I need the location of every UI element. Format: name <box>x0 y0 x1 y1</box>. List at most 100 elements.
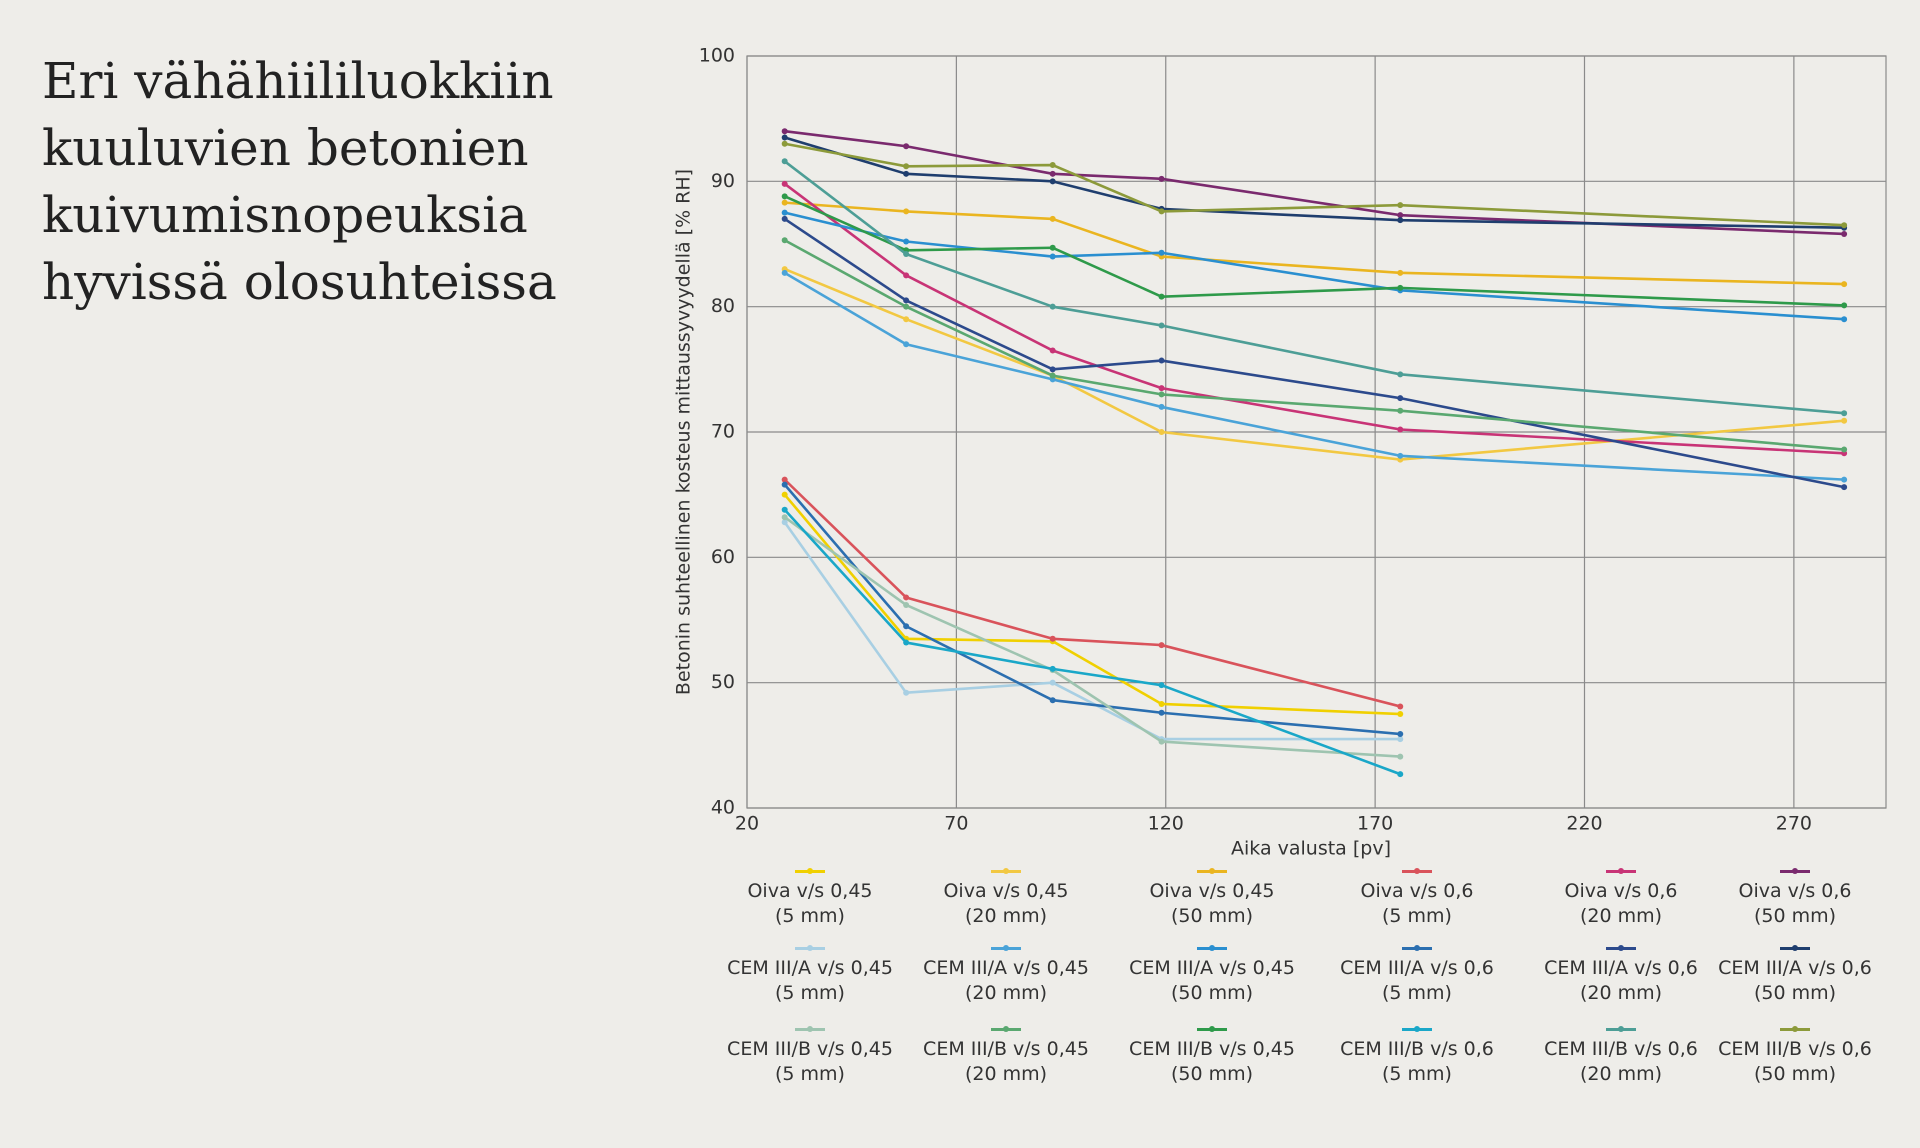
data-point <box>903 639 910 646</box>
data-point <box>1049 665 1056 672</box>
data-point <box>1158 249 1165 256</box>
series-line <box>784 211 1845 321</box>
data-point <box>1049 366 1056 373</box>
data-point <box>903 163 910 170</box>
data-point <box>1397 731 1404 738</box>
data-point <box>1158 357 1165 364</box>
data-point <box>781 209 788 216</box>
data-point <box>903 251 910 258</box>
data-point <box>1049 679 1056 686</box>
heading-line: Eri vähähiililuokkiin <box>42 52 554 110</box>
data-point <box>903 143 910 150</box>
data-point <box>1158 391 1165 398</box>
data-point <box>1397 771 1404 778</box>
data-point <box>1397 371 1404 378</box>
data-point <box>903 303 910 310</box>
data-point <box>1049 697 1056 704</box>
data-point <box>781 199 788 206</box>
data-point <box>1397 407 1404 414</box>
data-point <box>781 140 788 147</box>
data-point <box>903 208 910 215</box>
data-point <box>903 601 910 608</box>
data-point <box>1397 426 1404 433</box>
data-point <box>1158 738 1165 745</box>
data-point <box>781 158 788 165</box>
data-point <box>1397 736 1404 743</box>
y-tick-label: 40 <box>711 797 735 819</box>
heading-line: hyvissä olosuhteissa <box>42 253 557 311</box>
data-point <box>1158 642 1165 649</box>
data-point <box>1158 403 1165 410</box>
data-point <box>1397 212 1404 219</box>
y-axis-label: Betonin suhteellinen kosteus mittaussyvy… <box>673 169 695 695</box>
data-point <box>1397 753 1404 760</box>
data-point <box>1049 635 1056 642</box>
data-point <box>1841 484 1848 491</box>
series-line <box>784 267 1845 461</box>
x-tick-label: 120 <box>1148 813 1184 835</box>
data-point <box>1049 170 1056 177</box>
data-point <box>903 316 910 323</box>
data-point <box>903 594 910 601</box>
data-point <box>1158 322 1165 329</box>
data-point <box>1158 429 1165 435</box>
x-tick-label: 220 <box>1566 813 1602 835</box>
data-point <box>1049 178 1056 185</box>
series-line <box>784 195 1845 307</box>
x-tick-label: 170 <box>1357 813 1393 835</box>
data-point <box>781 491 788 498</box>
data-point <box>1158 700 1165 707</box>
series-line <box>783 182 1845 455</box>
data-point <box>781 237 788 244</box>
data-point <box>903 689 910 696</box>
data-point <box>1841 222 1848 229</box>
data-point <box>781 134 788 141</box>
data-point <box>781 215 788 222</box>
data-point <box>781 519 788 526</box>
data-point <box>903 272 910 279</box>
data-point <box>781 193 788 200</box>
data-point <box>1841 476 1848 483</box>
data-point <box>1841 230 1848 237</box>
data-point <box>1841 302 1848 309</box>
data-point <box>1049 244 1056 251</box>
data-point <box>1397 269 1404 276</box>
data-point <box>1158 385 1165 392</box>
data-point <box>1397 395 1404 402</box>
data-point <box>1397 452 1404 459</box>
data-point <box>781 128 788 135</box>
data-point <box>1841 417 1848 424</box>
x-tick-label: 70 <box>944 813 968 835</box>
data-point <box>903 238 910 245</box>
y-tick-label: 80 <box>711 295 735 317</box>
plot-frame <box>746 55 1887 809</box>
y-tick-label: 70 <box>711 421 735 443</box>
data-point <box>781 481 788 488</box>
series-line <box>784 142 1845 227</box>
y-tick-label: 60 <box>711 546 735 568</box>
heading: Eri vähähiililuokkiin kuuluvien betonien k… <box>42 48 557 316</box>
data-point <box>781 476 788 483</box>
data-point <box>1397 703 1404 710</box>
data-point <box>1049 347 1056 354</box>
data-point <box>1158 208 1165 215</box>
data-point <box>1049 253 1056 260</box>
data-point <box>1158 175 1165 182</box>
series-line <box>783 493 1401 716</box>
x-axis-label: Aika valusta [pv] <box>1231 838 1391 860</box>
series-line <box>784 136 1845 230</box>
series-line <box>783 521 1401 741</box>
y-tick-label: 100 <box>699 45 735 67</box>
data-point <box>1049 162 1056 169</box>
data-point <box>1049 303 1056 310</box>
data-point <box>781 269 788 276</box>
data-point <box>903 170 910 177</box>
data-point <box>1841 410 1848 417</box>
data-point <box>1397 217 1404 224</box>
data-point <box>1049 215 1056 222</box>
data-point <box>903 297 910 304</box>
series-line <box>783 217 1845 489</box>
x-tick-label: 270 <box>1776 813 1812 835</box>
